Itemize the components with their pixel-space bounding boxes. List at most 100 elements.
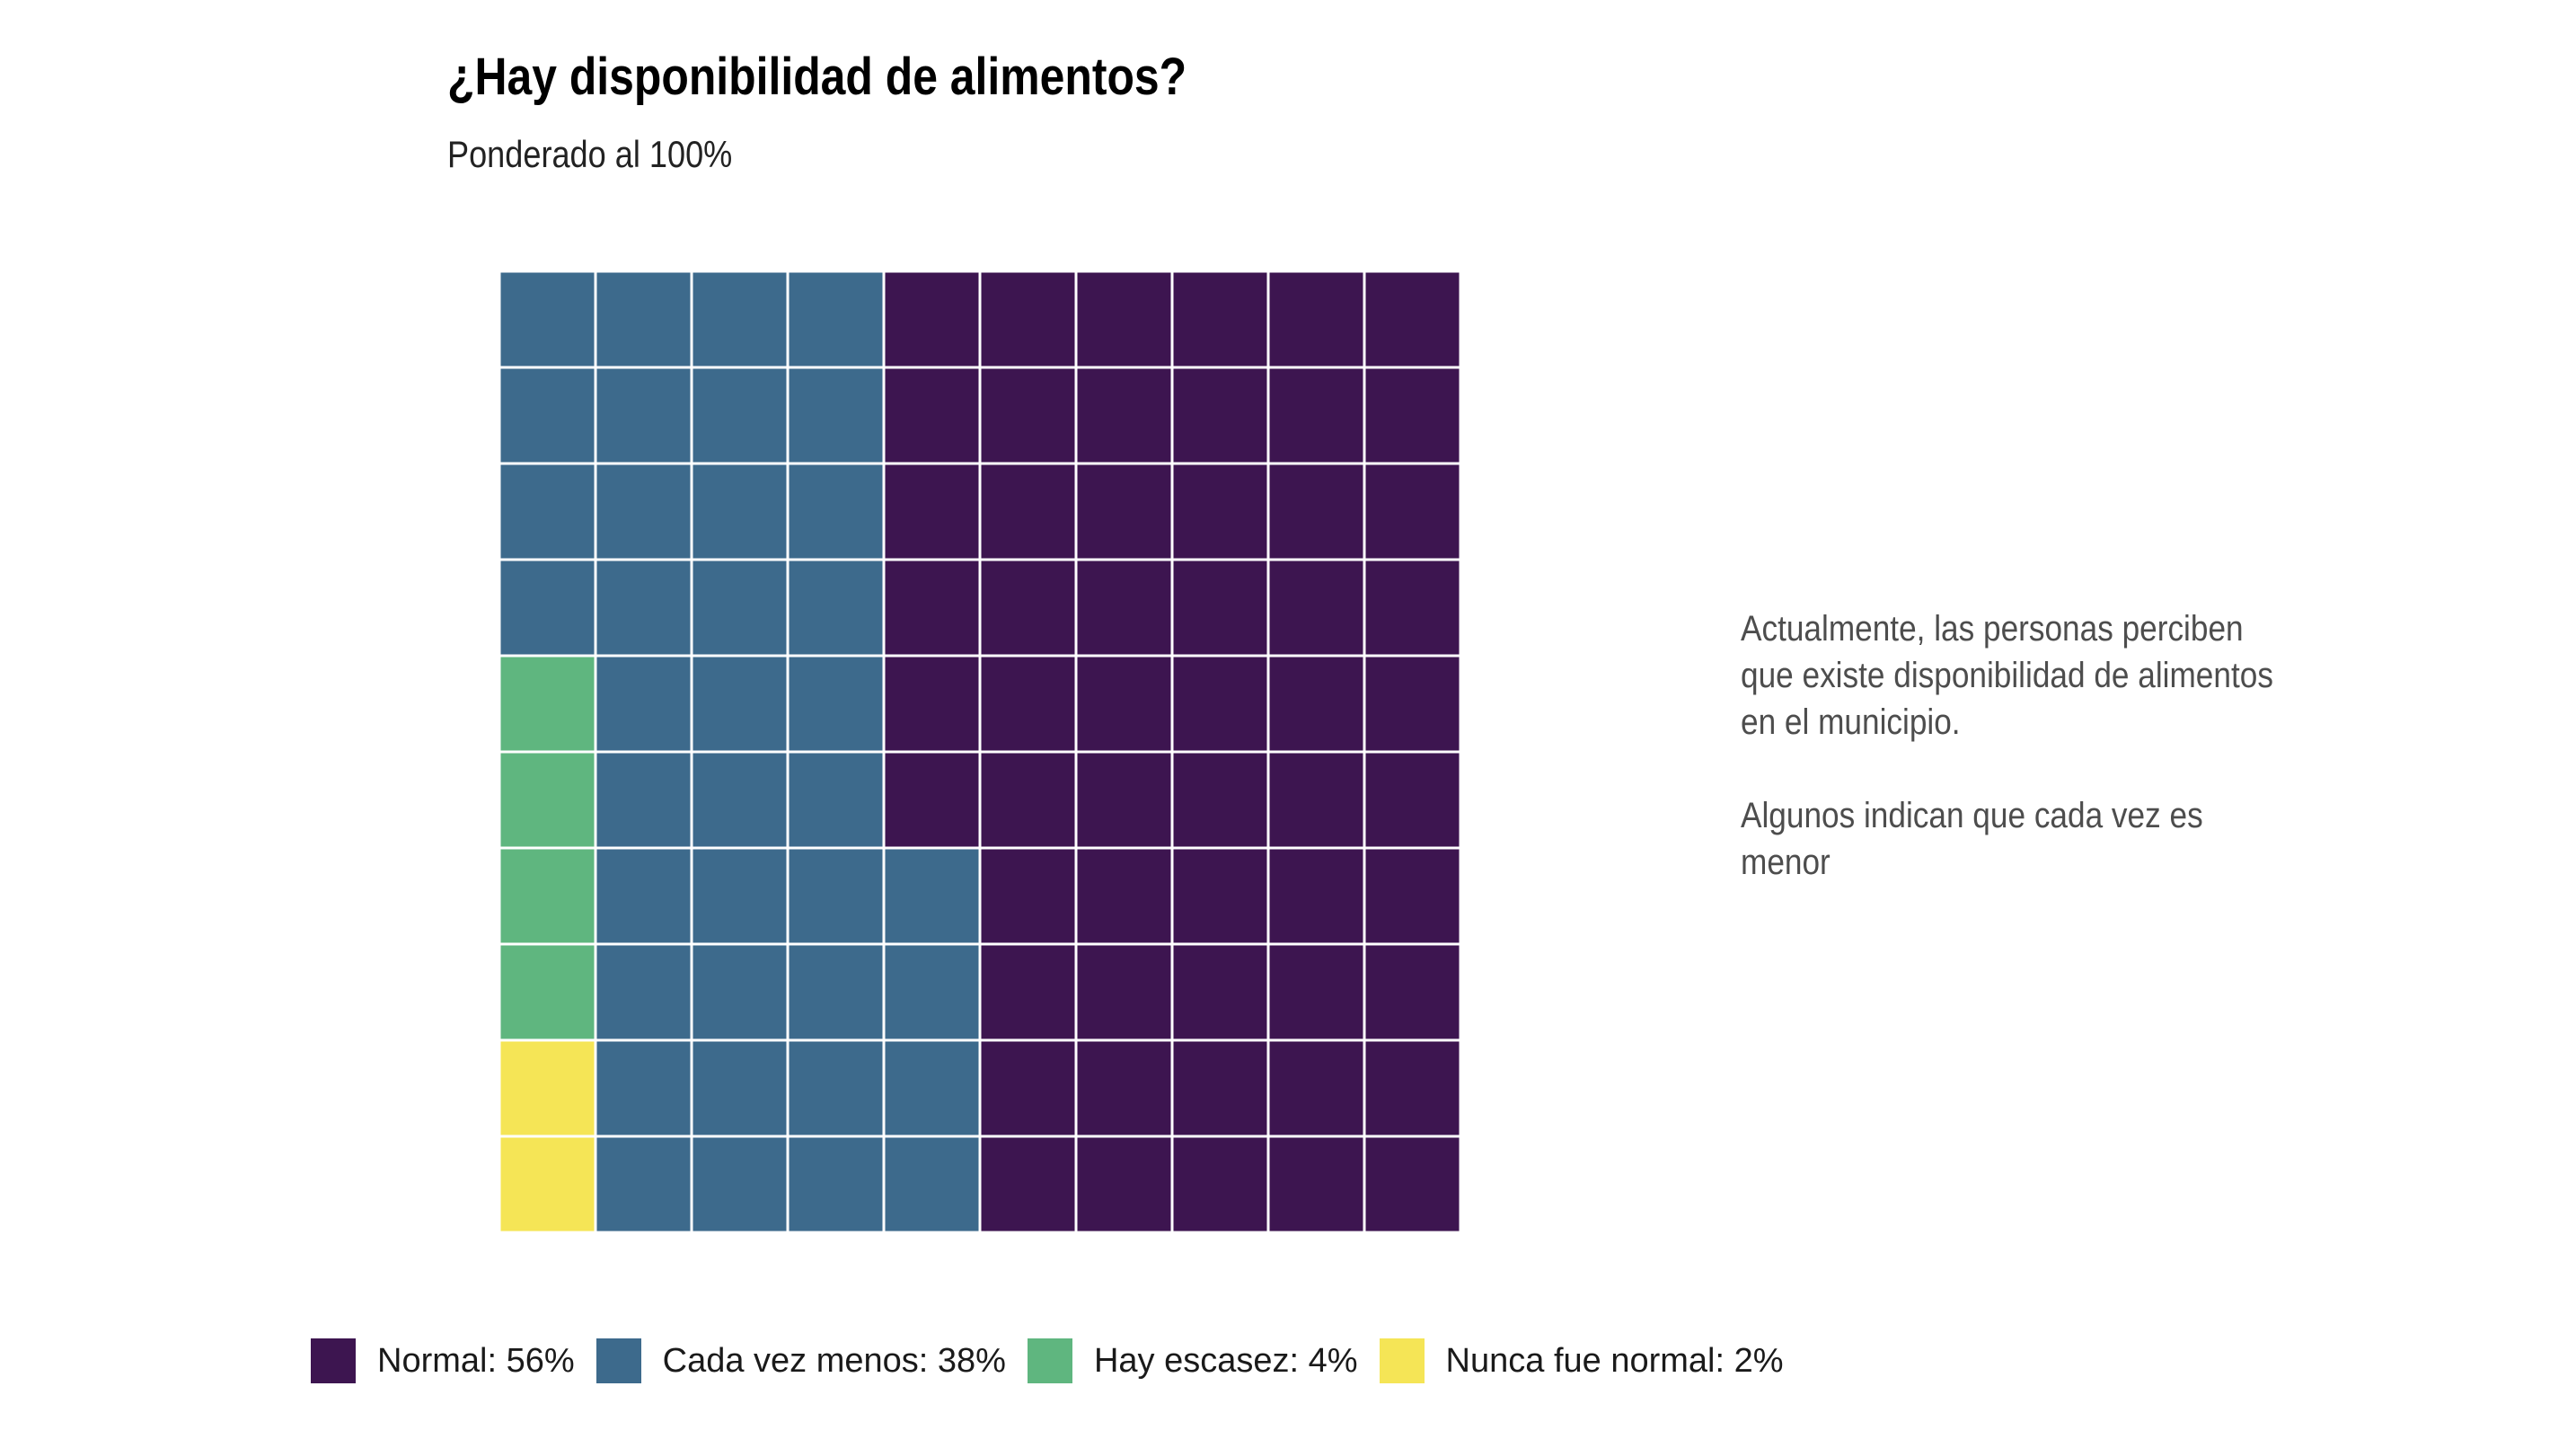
waffle-tile-normal bbox=[1074, 366, 1174, 465]
waffle-tile-normal bbox=[1074, 750, 1174, 850]
waffle-tile-cada-vez-menos bbox=[498, 462, 597, 561]
waffle-tile-normal bbox=[978, 750, 1078, 850]
waffle-tile-cada-vez-menos bbox=[594, 269, 693, 369]
waffle-tile-cada-vez-menos bbox=[594, 558, 693, 658]
chart-title: ¿Hay disponibilidad de alimentos? bbox=[447, 48, 1187, 106]
waffle-tile-cada-vez-menos bbox=[690, 654, 790, 754]
waffle-tile-normal bbox=[1170, 750, 1270, 850]
waffle-tile-normal bbox=[978, 846, 1078, 946]
legend-swatch-cada-vez-menos bbox=[595, 1338, 641, 1383]
legend-label-normal: Normal: 56% bbox=[377, 1341, 575, 1380]
waffle-tile-normal bbox=[1170, 269, 1270, 369]
waffle-tile-normal bbox=[1170, 942, 1270, 1042]
waffle-tile-cada-vez-menos bbox=[882, 846, 982, 946]
waffle-tile-hay-escasez bbox=[498, 942, 597, 1042]
chart-annotation: Actualmente, las personas perciben que e… bbox=[1741, 605, 2294, 932]
waffle-tile-normal bbox=[978, 558, 1078, 658]
waffle-tile-cada-vez-menos bbox=[594, 1135, 693, 1234]
waffle-tile-cada-vez-menos bbox=[786, 269, 886, 369]
waffle-tile-normal bbox=[882, 654, 982, 754]
waffle-tile-cada-vez-menos bbox=[786, 366, 886, 465]
waffle-tile-normal bbox=[1266, 462, 1366, 561]
waffle-tile-normal bbox=[1170, 462, 1270, 561]
waffle-tile-normal bbox=[882, 462, 982, 561]
waffle-tile-normal bbox=[1170, 1135, 1270, 1234]
waffle-tile-cada-vez-menos bbox=[786, 558, 886, 658]
waffle-tile-cada-vez-menos bbox=[690, 846, 790, 946]
waffle-tile-cada-vez-menos bbox=[594, 462, 693, 561]
waffle-tile-normal bbox=[1266, 846, 1366, 946]
waffle-tile-nunca-fue-normal bbox=[498, 1038, 597, 1138]
waffle-tile-cada-vez-menos bbox=[786, 654, 886, 754]
legend-swatch-hay-escasez bbox=[1027, 1338, 1072, 1383]
waffle-tile-normal bbox=[1363, 462, 1462, 561]
waffle-tile-normal bbox=[978, 462, 1078, 561]
waffle-tile-normal bbox=[882, 750, 982, 850]
waffle-tile-cada-vez-menos bbox=[690, 942, 790, 1042]
waffle-tile-normal bbox=[1170, 1038, 1270, 1138]
waffle-tile-cada-vez-menos bbox=[594, 366, 693, 465]
waffle-tile-normal bbox=[978, 942, 1078, 1042]
waffle-tile-normal bbox=[1074, 846, 1174, 946]
waffle-tile-normal bbox=[1074, 1038, 1174, 1138]
legend-item-hay-escasez: Hay escasez: 4% bbox=[1027, 1338, 1358, 1383]
waffle-tile-normal bbox=[978, 654, 1078, 754]
waffle-tile-normal bbox=[1074, 654, 1174, 754]
waffle-tile-normal bbox=[1363, 1135, 1462, 1234]
waffle-tile-cada-vez-menos bbox=[594, 1038, 693, 1138]
waffle-tile-normal bbox=[978, 1038, 1078, 1138]
waffle-tile-normal bbox=[1074, 942, 1174, 1042]
waffle-tile-cada-vez-menos bbox=[690, 558, 790, 658]
waffle-tile-normal bbox=[1363, 558, 1462, 658]
waffle-tile-normal bbox=[1363, 846, 1462, 946]
waffle-tile-hay-escasez bbox=[498, 846, 597, 946]
waffle-tile-cada-vez-menos bbox=[786, 1135, 886, 1234]
waffle-tile-normal bbox=[1170, 366, 1270, 465]
waffle-tile-normal bbox=[1266, 654, 1366, 754]
waffle-tile-cada-vez-menos bbox=[498, 558, 597, 658]
chart-legend: Normal: 56% Cada vez menos: 38% Hay esca… bbox=[311, 1337, 1805, 1385]
annotation-paragraph-2: Algunos indican que cada vez es menor bbox=[1741, 796, 2203, 882]
legend-swatch-normal bbox=[311, 1338, 356, 1383]
waffle-tile-cada-vez-menos bbox=[690, 1135, 790, 1234]
waffle-tile-normal bbox=[1266, 942, 1366, 1042]
waffle-tile-cada-vez-menos bbox=[786, 462, 886, 561]
waffle-tile-cada-vez-menos bbox=[594, 942, 693, 1042]
waffle-tile-cada-vez-menos bbox=[594, 846, 693, 946]
waffle-tile-cada-vez-menos bbox=[498, 366, 597, 465]
waffle-tile-normal bbox=[882, 269, 982, 369]
waffle-tile-cada-vez-menos bbox=[690, 366, 790, 465]
waffle-tile-hay-escasez bbox=[498, 750, 597, 850]
waffle-tile-normal bbox=[978, 366, 1078, 465]
waffle-tile-cada-vez-menos bbox=[882, 942, 982, 1042]
waffle-tile-cada-vez-menos bbox=[690, 1038, 790, 1138]
waffle-tile-cada-vez-menos bbox=[786, 942, 886, 1042]
waffle-tile-hay-escasez bbox=[498, 654, 597, 754]
waffle-tile-normal bbox=[1363, 1038, 1462, 1138]
waffle-tile-normal bbox=[1074, 1135, 1174, 1234]
waffle-tile-normal bbox=[1074, 558, 1174, 658]
waffle-tile-normal bbox=[1266, 1135, 1366, 1234]
waffle-tile-cada-vez-menos bbox=[690, 462, 790, 561]
waffle-tile-normal bbox=[1363, 654, 1462, 754]
waffle-tile-normal bbox=[1266, 558, 1366, 658]
waffle-tile-normal bbox=[882, 558, 982, 658]
waffle-tile-cada-vez-menos bbox=[786, 750, 886, 850]
legend-item-nunca-fue-normal: Nunca fue normal: 2% bbox=[1379, 1338, 1784, 1383]
waffle-tile-normal bbox=[1170, 558, 1270, 658]
annotation-paragraph-1: Actualmente, las personas perciben que e… bbox=[1741, 609, 2273, 742]
waffle-tile-cada-vez-menos bbox=[594, 750, 693, 850]
waffle-tile-cada-vez-menos bbox=[882, 1038, 982, 1138]
legend-item-cada-vez-menos: Cada vez menos: 38% bbox=[595, 1338, 1006, 1383]
waffle-tile-normal bbox=[1170, 846, 1270, 946]
legend-label-hay-escasez: Hay escasez: 4% bbox=[1093, 1341, 1358, 1380]
waffle-tile-normal bbox=[1363, 269, 1462, 369]
waffle-tile-normal bbox=[1363, 942, 1462, 1042]
waffle-tile-cada-vez-menos bbox=[594, 654, 693, 754]
waffle-tile-normal bbox=[1170, 654, 1270, 754]
waffle-tile-normal bbox=[1363, 750, 1462, 850]
waffle-tile-normal bbox=[1074, 462, 1174, 561]
legend-label-nunca-fue-normal: Nunca fue normal: 2% bbox=[1445, 1341, 1784, 1380]
waffle-tile-normal bbox=[978, 1135, 1078, 1234]
